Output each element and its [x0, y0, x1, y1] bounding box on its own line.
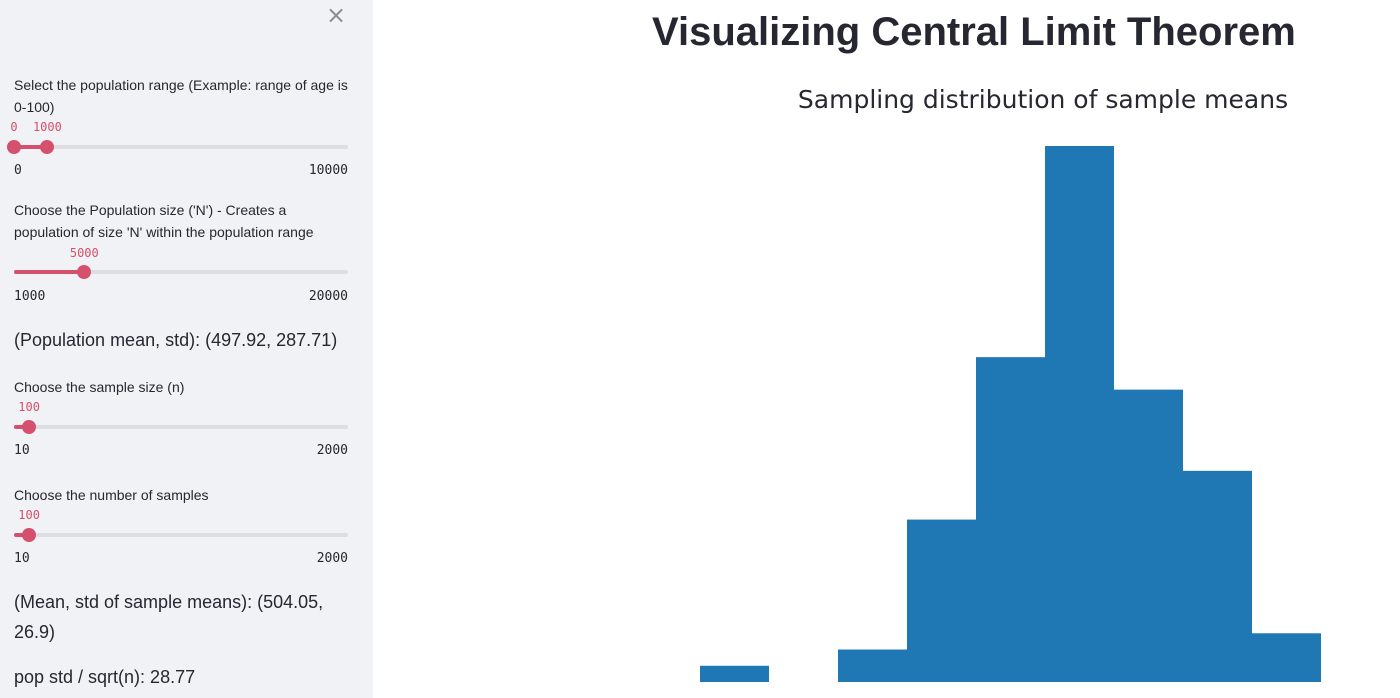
sample-size-slider[interactable] — [14, 420, 348, 434]
histogram-bar — [1045, 146, 1114, 682]
page-title: Visualizing Central Limit Theorem — [652, 10, 1296, 54]
num-samples-label: Choose the number of samples — [14, 487, 209, 503]
population-min-label: 1000 — [14, 289, 46, 304]
population-size-label: Choose the Population size ('N') - Creat… — [14, 202, 314, 240]
population-size-slider[interactable] — [14, 265, 348, 279]
num-samples-slider-thumb[interactable] — [22, 528, 37, 542]
sample-size-slider-thumb[interactable] — [22, 420, 37, 434]
close-icon[interactable]: × — [325, 1, 347, 29]
population-max-label: 20000 — [308, 289, 348, 304]
pop-std-ratio: pop std / sqrt(n): 28.77 — [14, 667, 196, 687]
population-range-label: Select the population range (Example: ra… — [14, 77, 348, 115]
population-range-slider[interactable] — [7, 140, 348, 154]
sample-size-slider-fill — [14, 425, 30, 429]
population-size-value: 5000 — [69, 246, 99, 260]
num-samples-min-label: 10 — [14, 551, 30, 566]
range-low-value: 0 — [10, 120, 18, 134]
population-slider-fill — [14, 270, 85, 274]
range-max-label: 10000 — [308, 163, 348, 178]
histogram-bar — [700, 665, 769, 682]
num-samples-value: 100 — [18, 508, 40, 522]
chart-title: Sampling distribution of sample means — [798, 85, 1288, 114]
range-slider-thumb-low[interactable] — [7, 140, 21, 154]
histogram-bar — [976, 357, 1045, 682]
sample-size-min-label: 10 — [14, 443, 30, 458]
sample-size-value: 100 — [18, 400, 40, 414]
histogram-bars — [700, 146, 1321, 682]
histogram-chart: Sampling distribution of sample means — [700, 85, 1321, 682]
histogram-bar — [907, 519, 976, 682]
range-slider-fill — [14, 145, 48, 149]
num-samples-slider-fill — [14, 533, 30, 537]
range-high-value: 1000 — [32, 120, 62, 134]
sidebar: × Select the population range (Example: … — [0, 0, 373, 698]
histogram-bar — [838, 649, 907, 682]
sample-means-stats: (Mean, std of sample means): (504.05, 26… — [14, 592, 324, 642]
population-slider-thumb[interactable] — [77, 265, 92, 279]
population-stats: (Population mean, std): (497.92, 287.71) — [14, 330, 338, 350]
sample-size-max-label: 2000 — [316, 443, 348, 458]
histogram-bar — [1183, 470, 1252, 682]
num-samples-max-label: 2000 — [316, 551, 348, 566]
num-samples-slider[interactable] — [14, 528, 348, 542]
histogram-bar — [1252, 633, 1321, 682]
histogram-bar — [1114, 389, 1183, 682]
range-slider-thumb-high[interactable] — [40, 140, 55, 154]
sample-size-label: Choose the sample size (n) — [14, 379, 185, 395]
range-min-label: 0 — [14, 163, 22, 178]
